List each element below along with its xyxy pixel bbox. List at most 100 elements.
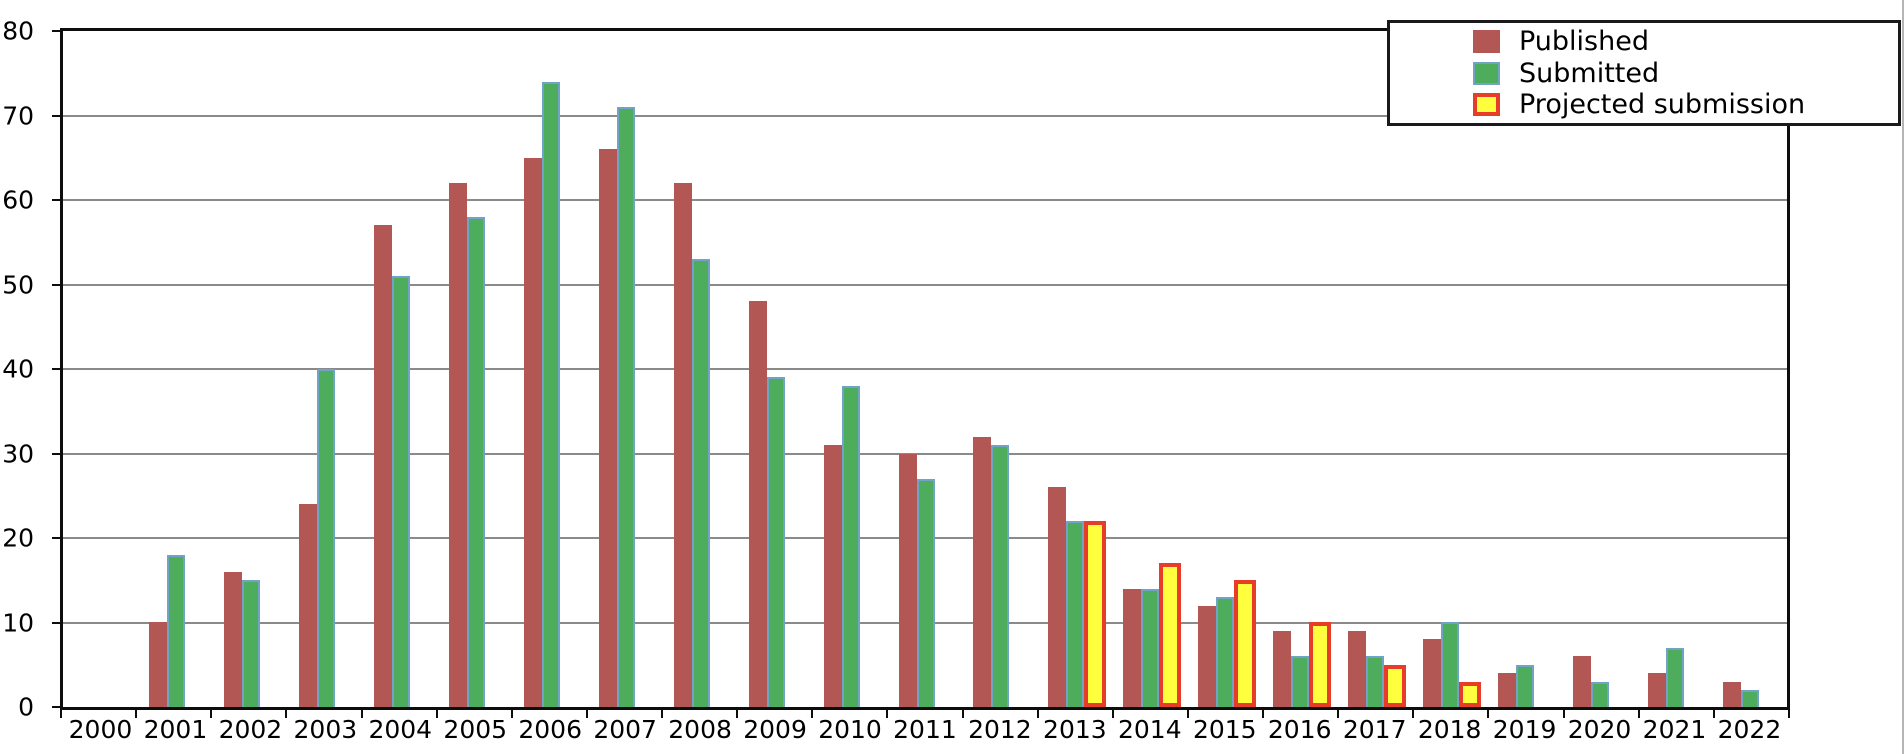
bar-published-2004 [373, 225, 392, 707]
bar-published-2007 [598, 149, 617, 707]
y-tick-label-0: 0 [18, 692, 34, 722]
bar-submitted-2015 [1216, 597, 1235, 707]
bar-group-2015 [1198, 580, 1257, 707]
x-tick-mark-12 [962, 709, 964, 718]
bar-submitted-2010 [841, 386, 860, 707]
bar-group-2008 [673, 183, 710, 707]
x-axis-ticks [60, 709, 1790, 718]
bar-submitted-2001 [166, 555, 185, 707]
x-tick-label-2000: 2000 [68, 715, 133, 744]
bar-published-2020 [1573, 656, 1592, 707]
legend-item-projected-submission: Projected submission [1473, 91, 1898, 118]
x-tick-label-2012: 2012 [968, 715, 1032, 744]
x-tick-label-2002: 2002 [218, 715, 283, 744]
x-tick-mark-2 [210, 709, 212, 718]
x-tick-mark-14 [1112, 709, 1114, 718]
x-axis-labels: 2000 2001 2002 2003 2004 2005 2006 2007 2008 2009… [63, 716, 1787, 748]
x-tick-label-2005: 2005 [443, 715, 508, 744]
bar-published-2002 [223, 572, 242, 707]
x-tick-mark-21 [1638, 709, 1640, 718]
y-tick-label-40: 40 [2, 354, 34, 384]
bar-published-2009 [748, 301, 767, 707]
bar-published-2011 [898, 454, 917, 707]
bar-submitted-2016 [1291, 656, 1310, 707]
x-tick-label-2008: 2008 [668, 715, 732, 744]
x-tick-mark-20 [1563, 709, 1565, 718]
bar-submitted-2020 [1591, 682, 1610, 707]
bar-group-2013 [1048, 487, 1107, 707]
x-tick-label-2013: 2013 [1043, 715, 1107, 744]
x-tick-mark-5 [436, 709, 438, 718]
y-tick-label-50: 50 [2, 270, 34, 299]
x-tick-label-2021: 2021 [1642, 715, 1707, 744]
y-tick-label-30: 30 [2, 439, 34, 468]
bar-group-2010 [823, 386, 860, 707]
bar-group-2011 [898, 454, 935, 707]
bar-published-2005 [448, 183, 467, 707]
bar-published-2017 [1348, 631, 1367, 707]
bar-submitted-2013 [1066, 521, 1085, 707]
legend-label-projected-submission: Projected submission [1519, 89, 1806, 121]
bar-submitted-2014 [1141, 589, 1160, 707]
y-tick-label-20: 20 [2, 523, 34, 553]
bar-published-2016 [1273, 631, 1292, 707]
bar-group-2017 [1348, 631, 1407, 707]
bar-published-2006 [523, 158, 542, 707]
bar-submitted-2009 [766, 377, 785, 707]
bar-group-2016 [1273, 622, 1332, 707]
bar-group-2020 [1573, 656, 1610, 707]
bar-projected-submission-2015 [1234, 580, 1257, 707]
x-tick-mark-9 [736, 709, 738, 718]
bar-group-2018 [1423, 622, 1482, 707]
x-tick-mark-4 [361, 709, 363, 718]
bar-submitted-2019 [1516, 665, 1535, 707]
x-tick-mark-6 [511, 709, 513, 718]
x-tick-mark-18 [1412, 709, 1414, 718]
x-tick-mark-0 [60, 709, 62, 718]
x-tick-label-2017: 2017 [1342, 715, 1407, 744]
bar-published-2022 [1723, 682, 1742, 707]
gridline-70 [63, 114, 1787, 117]
x-tick-label-2003: 2003 [293, 715, 358, 744]
x-tick-mark-7 [586, 709, 588, 718]
bar-group-2005 [448, 183, 485, 707]
bar-published-2010 [823, 445, 842, 707]
y-tick-mark-50 [52, 283, 60, 286]
x-tick-label-2020: 2020 [1567, 715, 1632, 744]
legend-item-submitted: Submitted [1473, 60, 1898, 87]
bar-published-2015 [1198, 606, 1217, 707]
bar-group-2009 [748, 301, 785, 707]
x-tick-label-2019: 2019 [1492, 715, 1557, 744]
x-tick-mark-16 [1262, 709, 1264, 718]
bar-submitted-2022 [1741, 690, 1760, 707]
gridline-60 [63, 199, 1787, 201]
x-tick-mark-15 [1187, 709, 1189, 718]
y-tick-label-60: 60 [2, 185, 34, 215]
legend-label-submitted: Submitted [1519, 57, 1660, 89]
bar-group-2002 [223, 572, 260, 707]
y-tick-mark-10 [52, 621, 60, 624]
x-tick-label-2010: 2010 [818, 715, 882, 744]
x-tick-mark-23 [1788, 709, 1790, 718]
bar-group-2021 [1648, 648, 1685, 707]
bar-published-2018 [1423, 639, 1442, 707]
y-tick-mark-60 [52, 199, 60, 201]
bar-submitted-2012 [991, 445, 1010, 707]
bar-published-2019 [1498, 673, 1517, 707]
projected-submission-swatch [1473, 93, 1500, 117]
x-tick-label-2015: 2015 [1192, 715, 1257, 744]
gridline-30 [63, 452, 1787, 455]
bar-submitted-2021 [1666, 648, 1685, 707]
bar-projected-submission-2014 [1159, 563, 1182, 707]
y-tick-mark-30 [52, 452, 60, 455]
legend-label-published: Published [1519, 25, 1649, 57]
bar-group-2014 [1123, 563, 1182, 707]
bar-submitted-2008 [691, 259, 710, 707]
x-tick-mark-8 [661, 709, 663, 718]
y-tick-mark-40 [52, 368, 60, 370]
y-tick-label-80: 80 [2, 16, 34, 46]
y-tick-label-70: 70 [2, 101, 34, 130]
bar-submitted-2007 [616, 107, 635, 707]
x-tick-mark-19 [1487, 709, 1489, 718]
